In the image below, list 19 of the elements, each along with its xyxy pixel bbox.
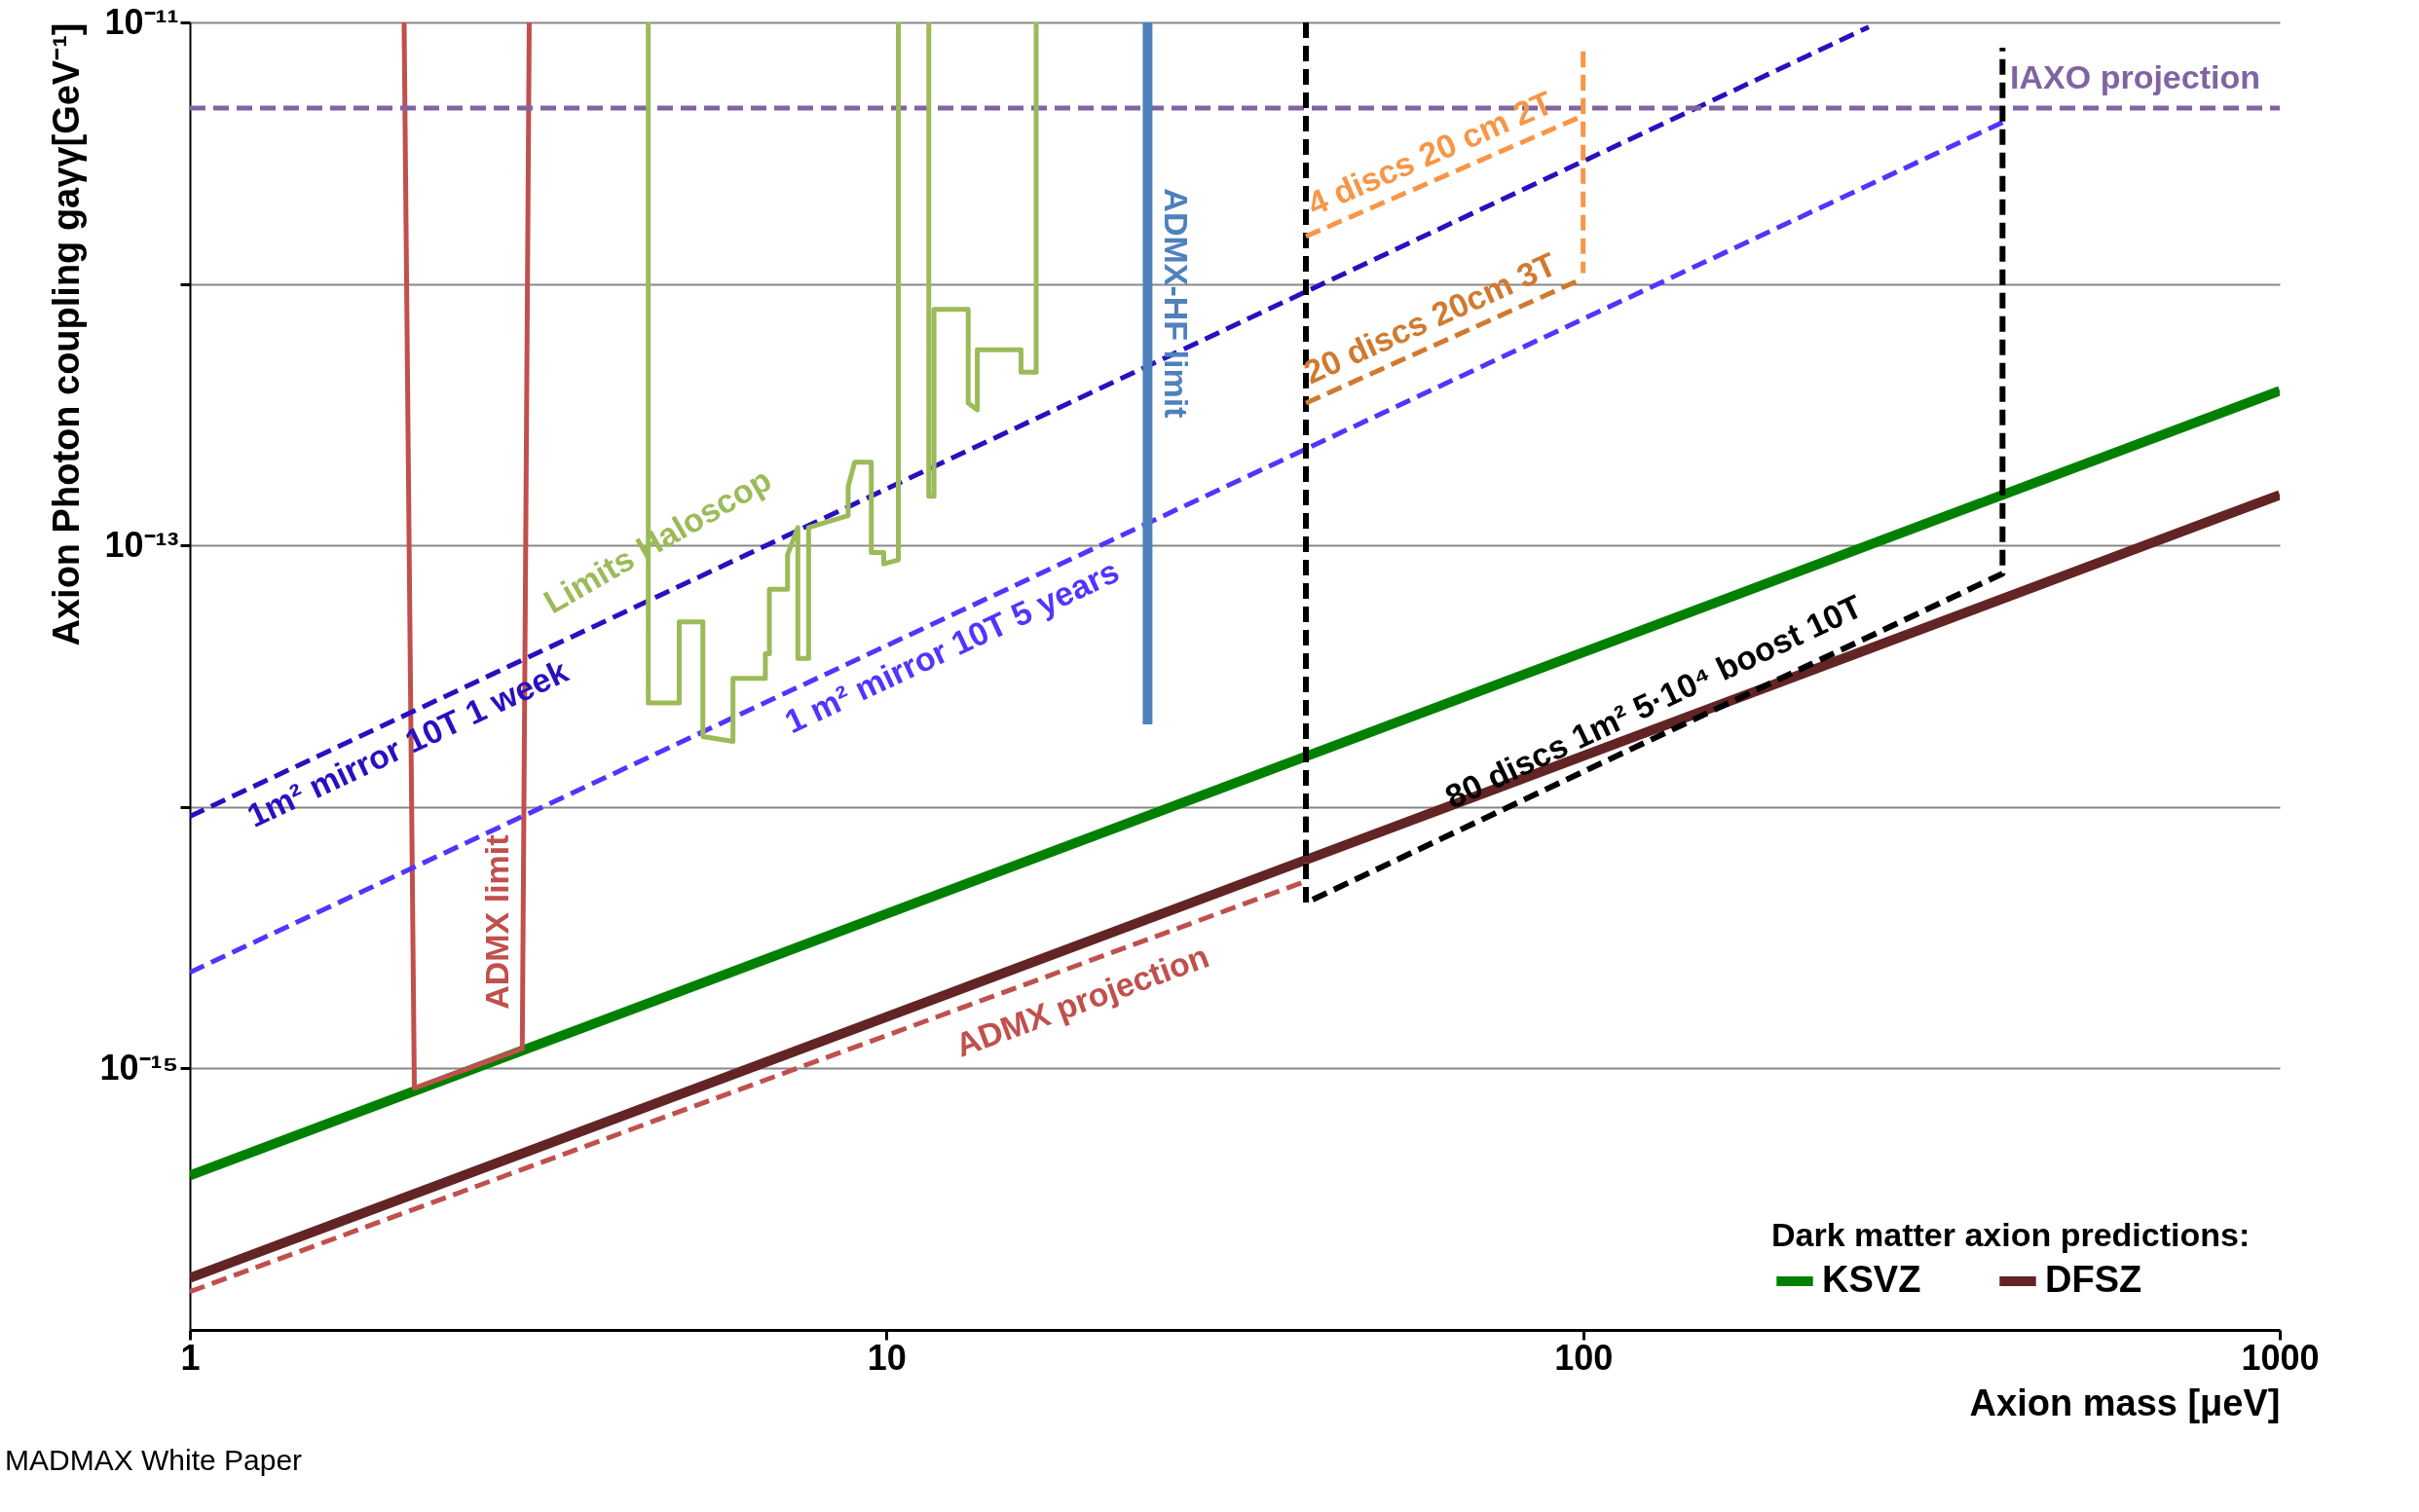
- legend-label: KSVZ: [1822, 1259, 1921, 1300]
- legend-title: Dark matter axion predictions:: [1771, 1216, 2251, 1253]
- text: 80 discs 1m² 5·10⁴ boost 10T: [1438, 587, 1868, 816]
- series-label: IAXO projection: [2010, 58, 2260, 96]
- x-tick-label: 100: [1554, 1337, 1614, 1378]
- legend-label: DFSZ: [2045, 1259, 2142, 1300]
- x-tick-label: 1: [180, 1337, 201, 1378]
- y-tick-label: 10⁻¹³: [104, 524, 179, 565]
- text: ADMX limit: [478, 834, 516, 1010]
- y-axis-title: Axion Photon coupling gaγγ[GeV⁻¹]: [45, 22, 87, 646]
- text: ADMX-HF limit: [1158, 188, 1196, 419]
- x-axis-title: Axion mass [μeV]: [1969, 1382, 2281, 1423]
- text: 20 discs 20cm 3T: [1297, 244, 1562, 391]
- x-tick-label: 1000: [2241, 1337, 2320, 1378]
- x-tick-label: 10: [867, 1337, 907, 1378]
- text: MADMAX White Paper: [5, 1444, 303, 1476]
- y-tick-label: 10⁻¹¹: [104, 1, 179, 42]
- text: 4 discs 20 cm 2T: [1301, 83, 1558, 223]
- y-tick-label: 10⁻¹⁵: [99, 1047, 179, 1088]
